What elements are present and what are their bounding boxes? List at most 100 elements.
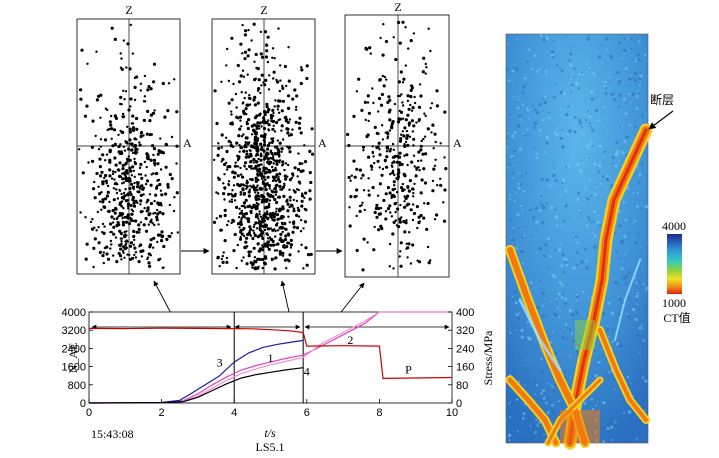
ae-event-point xyxy=(227,180,231,183)
ae-event-point xyxy=(411,106,415,110)
ae-event-point xyxy=(411,243,415,247)
ae-event-point xyxy=(235,115,239,119)
ae-event-point xyxy=(385,155,389,159)
ae-event-point xyxy=(117,251,121,256)
ae-event-point xyxy=(254,191,257,194)
y-tick-label-left: 1600 xyxy=(62,362,86,374)
ae-event-point xyxy=(218,265,221,268)
ae-event-point xyxy=(392,220,396,224)
ae-event-point xyxy=(164,165,168,169)
ae-event-point xyxy=(259,215,263,218)
ae-event-point xyxy=(401,188,405,193)
ae-event-point xyxy=(265,49,269,53)
ae-event-point xyxy=(281,84,284,88)
ae-event-point xyxy=(399,186,404,190)
ae-event-point xyxy=(299,230,303,233)
ae-event-point xyxy=(137,227,141,232)
ae-event-point xyxy=(99,116,102,120)
ae-event-point xyxy=(384,217,388,221)
ae-event-point xyxy=(367,119,370,123)
ae-event-point xyxy=(230,122,234,126)
ae-event-point xyxy=(101,180,105,184)
ae-event-point xyxy=(285,127,289,131)
ae-event-point xyxy=(261,244,264,247)
series-line-3 xyxy=(88,339,304,404)
ae-event-point xyxy=(84,257,88,261)
ae-event-point xyxy=(235,205,239,209)
ae-event-point xyxy=(121,177,125,181)
ae-event-point xyxy=(239,228,243,232)
ae-event-point xyxy=(301,169,305,173)
ae-event-point xyxy=(257,178,260,182)
ae-event-point xyxy=(219,228,223,232)
ae-event-point xyxy=(399,241,403,245)
ae-event-point xyxy=(145,201,148,204)
ae-event-point xyxy=(255,126,259,130)
ae-event-point xyxy=(238,226,241,229)
ae-event-point xyxy=(275,213,280,217)
ae-event-point xyxy=(303,160,308,164)
ae-event-point xyxy=(283,168,286,172)
ae-event-point xyxy=(142,186,146,190)
ae-event-point xyxy=(156,208,159,212)
ae-event-point xyxy=(254,145,258,149)
ae-event-point xyxy=(401,104,405,107)
ae-event-point xyxy=(400,133,403,136)
ae-event-point xyxy=(265,205,268,209)
ae-event-point xyxy=(159,189,163,192)
ae-event-point xyxy=(142,134,145,137)
y-tick-label-left: 4000 xyxy=(62,307,86,319)
ae-event-point xyxy=(275,200,279,205)
ae-event-point xyxy=(230,36,234,40)
ae-event-point xyxy=(282,246,285,249)
ae-event-point xyxy=(276,80,280,84)
ae-event-point xyxy=(401,101,404,104)
ae-event-point xyxy=(396,120,401,124)
ae-event-point xyxy=(245,184,249,189)
ae-event-point xyxy=(408,135,412,138)
ae-event-point xyxy=(168,234,172,239)
ae-event-point xyxy=(137,223,141,227)
ae-event-point xyxy=(405,203,409,207)
ae-event-point xyxy=(385,150,389,153)
ae-event-point xyxy=(264,228,267,232)
ae-event-point xyxy=(362,237,366,241)
ae-event-point xyxy=(370,168,373,171)
ae-event-point xyxy=(150,133,154,136)
ae-event-point xyxy=(155,185,158,188)
ae-event-point xyxy=(397,80,401,84)
ae-event-point xyxy=(402,134,406,138)
ae-event-point xyxy=(424,114,427,118)
ae-event-point xyxy=(245,187,248,190)
ae-event-point xyxy=(86,62,89,65)
ae-event-point xyxy=(94,134,97,138)
ae-event-point xyxy=(271,228,275,232)
ae-event-point xyxy=(295,94,299,98)
ae-event-point xyxy=(288,195,292,199)
ae-event-point xyxy=(227,220,230,223)
ae-event-point xyxy=(294,120,298,124)
ae-event-point xyxy=(346,132,350,137)
ae-event-point xyxy=(120,205,123,208)
ae-event-point xyxy=(118,211,122,216)
ae-event-point xyxy=(403,126,407,130)
ae-event-point xyxy=(439,142,442,145)
ae-event-point xyxy=(433,218,437,221)
ae-event-point xyxy=(158,210,162,214)
ae-event-point xyxy=(129,169,133,173)
ae-event-point xyxy=(253,188,257,192)
ae-event-point xyxy=(267,128,270,131)
ae-event-point xyxy=(222,182,225,185)
ae-event-point xyxy=(288,221,291,224)
ae-event-point xyxy=(347,175,351,180)
ae-event-point xyxy=(112,225,116,229)
ae-event-point xyxy=(396,177,400,181)
ae-event-point xyxy=(139,185,142,188)
ae-event-point xyxy=(261,266,264,270)
ae-event-point xyxy=(176,231,179,234)
ae-event-point xyxy=(355,90,359,93)
ae-event-point xyxy=(267,247,271,251)
ae-event-point xyxy=(126,142,129,145)
ae-event-point xyxy=(119,102,122,106)
series-label-3: 3 xyxy=(217,356,223,370)
